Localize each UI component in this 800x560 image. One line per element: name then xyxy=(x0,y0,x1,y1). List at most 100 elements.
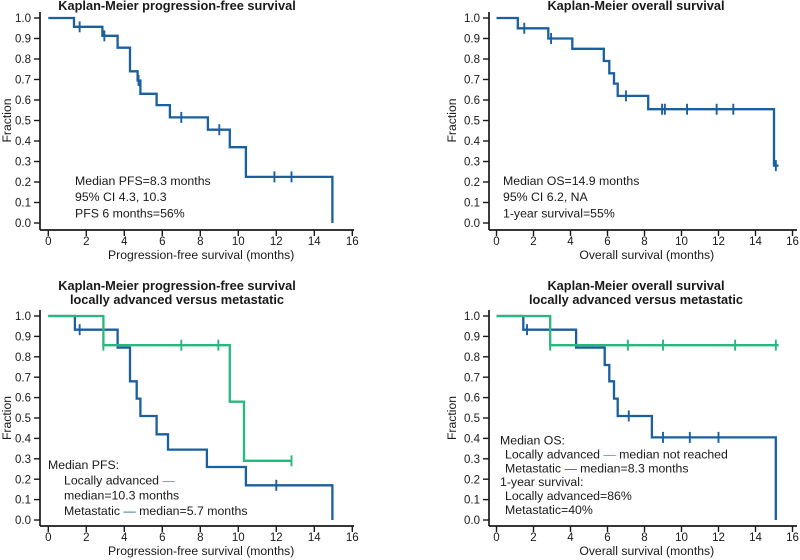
y-tick-label: 0.9 xyxy=(15,34,31,46)
x-tick-label: 12 xyxy=(270,236,283,248)
y-tick-label: 0.6 xyxy=(464,95,480,107)
x-tick-label: 8 xyxy=(641,236,647,248)
x-tick-label: 16 xyxy=(346,236,359,248)
x-axis-label: Overall survival (months) xyxy=(579,544,714,558)
panel-os-by-stage: Kaplan-Meier overall survival locally adv… xyxy=(400,278,800,560)
x-tick-label: 4 xyxy=(121,532,128,544)
annotation-line: 1-year survival=55% xyxy=(503,206,615,220)
x-tick-label: 6 xyxy=(604,236,610,248)
y-tick-label: 0.8 xyxy=(464,352,480,364)
chart-title: Kaplan-Meier overall survival xyxy=(547,280,724,293)
x-tick-label: 0 xyxy=(45,236,51,248)
y-tick-label: 0.3 xyxy=(15,454,31,466)
y-tick-label: 0.8 xyxy=(15,54,31,66)
annotation-line: Metastatic — median=8.3 months xyxy=(505,461,689,475)
survival-curve-blue xyxy=(48,16,334,223)
x-tick-label: 10 xyxy=(675,236,688,248)
y-tick-label: 0.3 xyxy=(464,454,480,466)
y-tick-label: 0.5 xyxy=(464,116,480,128)
x-tick-label: 0 xyxy=(45,532,51,544)
y-tick-label: 0.8 xyxy=(464,54,480,66)
annotation-line: 1-year survival: xyxy=(500,475,583,489)
annotation-line: Locally advanced — xyxy=(64,473,175,487)
y-tick-label: 0.0 xyxy=(464,218,480,230)
x-axis-label: Progression-free survival (months) xyxy=(108,544,294,558)
censor-ticks-blue xyxy=(523,22,777,172)
y-tick-label: 1.0 xyxy=(464,13,480,25)
survival-curve-blue xyxy=(496,314,777,520)
chart-title: Kaplan-Meier progression-free survival xyxy=(58,280,296,293)
x-tick-label: 0 xyxy=(493,532,499,544)
y-tick-label: 1.0 xyxy=(464,311,480,323)
y-tick-label: 0.1 xyxy=(464,198,480,210)
y-axis-label: Fraction xyxy=(0,396,14,440)
x-tick-label: 4 xyxy=(567,532,574,544)
y-tick-label: 0.3 xyxy=(464,157,480,169)
y-tick-label: 0.9 xyxy=(464,34,480,46)
panel-os-all: Kaplan-Meier overall survival 0.0 0.1 0.2 0.… xyxy=(400,0,800,280)
y-tick-label: 0.7 xyxy=(15,372,31,384)
annotation-line: Median PFS: xyxy=(48,458,119,472)
y-tick-label: 0.2 xyxy=(15,177,31,189)
censor-ticks-green xyxy=(102,339,293,467)
x-tick-label: 2 xyxy=(83,532,89,544)
annotation-line: median=10.3 months xyxy=(64,489,179,503)
annotation-line: Metastatic=40% xyxy=(505,503,593,517)
x-tick-label: 6 xyxy=(159,236,165,248)
chart-title: locally advanced versus metastatic xyxy=(529,292,743,307)
y-tick-label: 0.5 xyxy=(464,413,480,425)
x-tick-label: 2 xyxy=(83,236,89,248)
x-tick-label: 6 xyxy=(159,532,165,544)
km-chart-pfs-by-stage: Kaplan-Meier progression-free survivallo… xyxy=(0,278,359,558)
x-tick-label: 10 xyxy=(232,236,245,248)
x-tick-label: 4 xyxy=(567,236,574,248)
y-axis-label: Fraction xyxy=(445,396,459,440)
y-tick-label: 0.4 xyxy=(464,434,481,446)
annotation-line: Median OS: xyxy=(500,434,565,448)
x-tick-label: 16 xyxy=(346,532,359,544)
y-tick-label: 0.0 xyxy=(15,218,31,230)
y-tick-label: 0.0 xyxy=(464,515,480,527)
x-tick-label: 12 xyxy=(712,236,725,248)
x-tick-label: 16 xyxy=(786,532,799,544)
x-tick-label: 14 xyxy=(749,236,762,248)
y-tick-label: 0.6 xyxy=(15,393,31,405)
y-tick-label: 0.7 xyxy=(464,75,480,87)
y-tick-label: 0.7 xyxy=(464,372,480,384)
x-tick-label: 12 xyxy=(270,532,283,544)
x-tick-label: 2 xyxy=(530,236,536,248)
survival-curve-green xyxy=(496,314,779,347)
annotation-line: PFS 6 months=56% xyxy=(75,206,185,220)
y-tick-label: 0.2 xyxy=(464,177,480,189)
y-tick-label: 0.2 xyxy=(15,474,31,486)
annotation-line: Locally advanced=86% xyxy=(505,489,632,503)
survival-curve-blue xyxy=(48,314,334,520)
y-axis-label: Fraction xyxy=(445,98,459,142)
annotation-line: 95% CI 4.3, 10.3 xyxy=(75,190,167,204)
km-chart-pfs-all: Kaplan-Meier progression-free survival 0.… xyxy=(0,0,359,262)
y-tick-label: 1.0 xyxy=(15,311,31,323)
x-tick-label: 4 xyxy=(121,236,128,248)
chart-title: Kaplan-Meier overall survival xyxy=(547,0,724,13)
y-tick-label: 0.9 xyxy=(464,332,480,344)
y-tick-label: 0.1 xyxy=(464,495,480,507)
annotation-line: Median PFS=8.3 months xyxy=(75,174,211,188)
survival-curve-green xyxy=(48,314,293,462)
km-chart-os-all: Kaplan-Meier overall survival 0.0 0.1 0.2 0.… xyxy=(445,0,799,262)
y-tick-label: 0.3 xyxy=(15,157,31,169)
chart-title: locally advanced versus metastatic xyxy=(70,292,284,307)
y-tick-label: 0.4 xyxy=(15,434,32,446)
x-tick-label: 12 xyxy=(712,532,725,544)
y-axis-label: Fraction xyxy=(0,98,14,142)
y-tick-label: 0.5 xyxy=(15,413,31,425)
annotation-line: 95% CI 6.2, NA xyxy=(503,190,589,204)
y-tick-label: 0.9 xyxy=(15,332,31,344)
y-tick-label: 0.4 xyxy=(464,136,481,148)
y-tick-label: 1.0 xyxy=(15,13,31,25)
x-tick-label: 8 xyxy=(641,532,647,544)
panel-pfs-by-stage: Kaplan-Meier progression-free survival lo… xyxy=(0,278,400,560)
x-axis-label: Progression-free survival (months) xyxy=(108,248,294,262)
annotation-line: Median OS=14.9 months xyxy=(503,174,639,188)
